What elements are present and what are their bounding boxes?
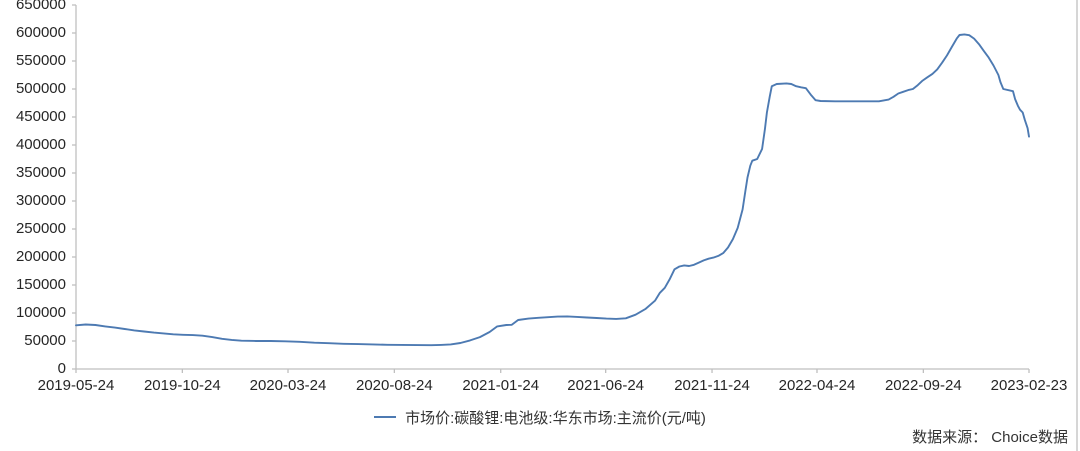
price-line-series [75,33,1030,347]
y-axis-label: 500000 [15,80,66,97]
data-source-note: 数据来源： Choice数据 [912,429,1068,446]
y-axis-label: 150000 [15,276,66,293]
y-axis-label: 600000 [15,24,66,41]
x-axis-label: 2021-01-24 [462,377,540,394]
x-axis-label: 2020-03-24 [249,377,327,394]
y-axis-label: 200000 [15,248,66,265]
y-axis-label: 550000 [15,52,66,69]
x-axis-label: 2023-02-23 [990,377,1068,394]
x-axis-label: 2022-04-24 [778,377,856,394]
legend-line-marker-icon [374,416,397,418]
y-axis-label: 0 [57,360,66,377]
y-axis-label: 100000 [15,304,66,321]
y-axis-label: 450000 [15,108,66,125]
y-axis-label: 400000 [15,136,66,153]
x-axis-label: 2022-09-24 [884,377,962,394]
axis-ticks [72,4,1030,373]
axes [75,5,1029,370]
x-axis-label: 2019-10-24 [143,377,221,394]
chart-legend: 市场价:碳酸锂:电池级:华东市场:主流价(元/吨) [0,406,1080,428]
y-axis-label: 650000 [15,0,66,13]
x-axis-label: 2021-11-24 [674,377,750,394]
y-axis-label: 50000 [24,332,66,349]
x-axis-label: 2020-08-24 [355,377,433,394]
y-axis-label: 250000 [15,220,66,237]
window-edge-divider [1076,0,1078,451]
y-axis-label: 300000 [15,192,66,209]
x-axis-label: 2021-06-24 [567,377,645,394]
x-axis-label: 2019-05-24 [37,377,115,394]
legend-series-label: 市场价:碳酸锂:电池级:华东市场:主流价(元/吨) [405,409,706,427]
y-axis-label: 350000 [15,164,66,181]
